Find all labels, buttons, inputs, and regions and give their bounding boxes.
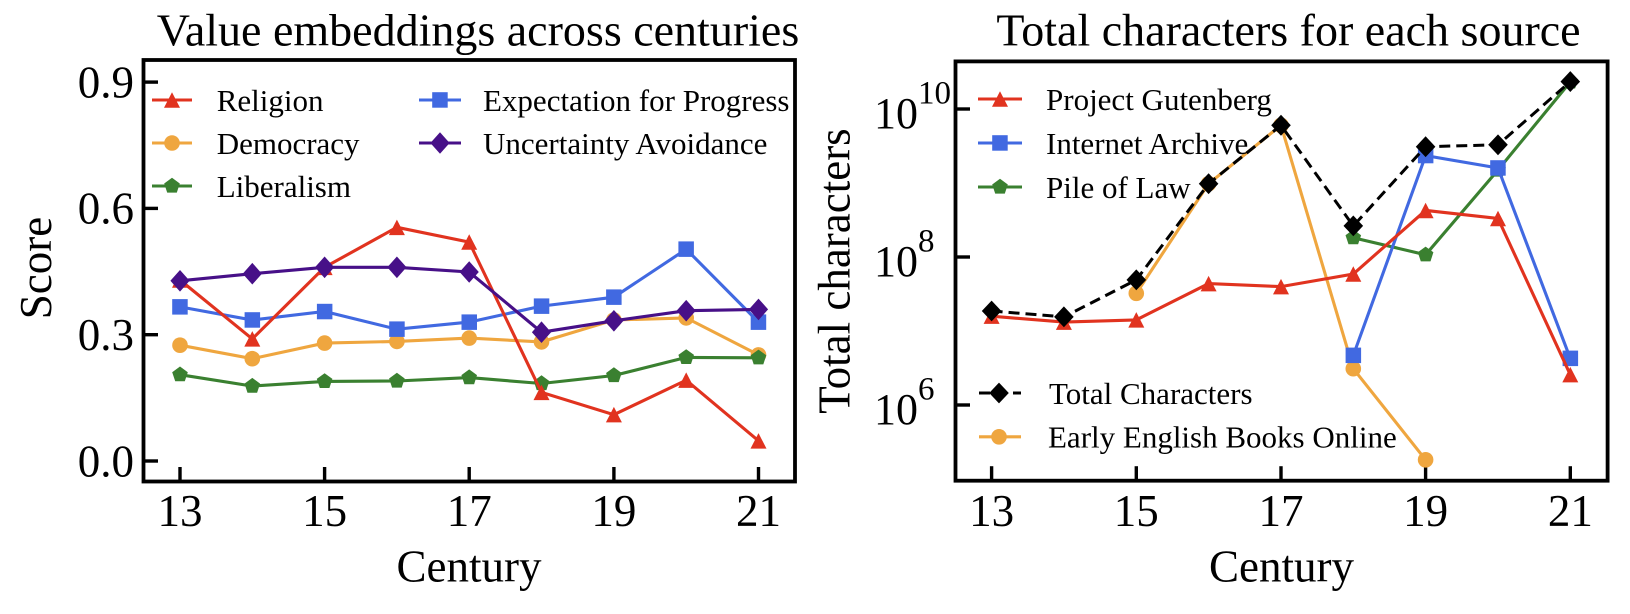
svg-text:Total characters: Total characters: [809, 128, 859, 413]
svg-text:Democracy: Democracy: [217, 126, 360, 161]
svg-text:15: 15: [1114, 486, 1159, 536]
svg-text:Liberalism: Liberalism: [217, 169, 351, 204]
svg-text:15: 15: [302, 486, 347, 536]
svg-text:Uncertainty Avoidance: Uncertainty Avoidance: [483, 126, 767, 161]
svg-text:Score: Score: [11, 217, 61, 319]
svg-text:21: 21: [1548, 486, 1593, 536]
svg-text:17: 17: [447, 486, 492, 536]
svg-text:Total Characters: Total Characters: [1049, 376, 1253, 411]
svg-text:0.9: 0.9: [78, 57, 134, 107]
svg-text:0.0: 0.0: [78, 436, 134, 486]
svg-text:13: 13: [969, 486, 1014, 536]
svg-text:Internet Archive: Internet Archive: [1046, 126, 1248, 161]
svg-text:Century: Century: [1209, 542, 1354, 592]
svg-text:13: 13: [158, 486, 203, 536]
svg-text:Value embeddings across centur: Value embeddings across centuries: [157, 5, 800, 56]
svg-text:Total characters for each sour: Total characters for each source: [996, 5, 1580, 56]
svg-text:19: 19: [591, 486, 636, 536]
svg-text:Religion: Religion: [217, 83, 324, 118]
svg-text:Project Gutenberg: Project Gutenberg: [1046, 82, 1272, 117]
svg-text:17: 17: [1258, 486, 1303, 536]
svg-text:Pile of Law: Pile of Law: [1046, 170, 1191, 205]
svg-text:19: 19: [1403, 486, 1448, 536]
svg-text:0.3: 0.3: [78, 310, 134, 360]
svg-text:0.6: 0.6: [78, 184, 134, 234]
svg-text:21: 21: [736, 486, 781, 536]
svg-text:Century: Century: [397, 542, 542, 592]
svg-text:Early English Books Online: Early English Books Online: [1048, 420, 1397, 455]
svg-text:Expectation for Progress: Expectation for Progress: [483, 83, 789, 118]
